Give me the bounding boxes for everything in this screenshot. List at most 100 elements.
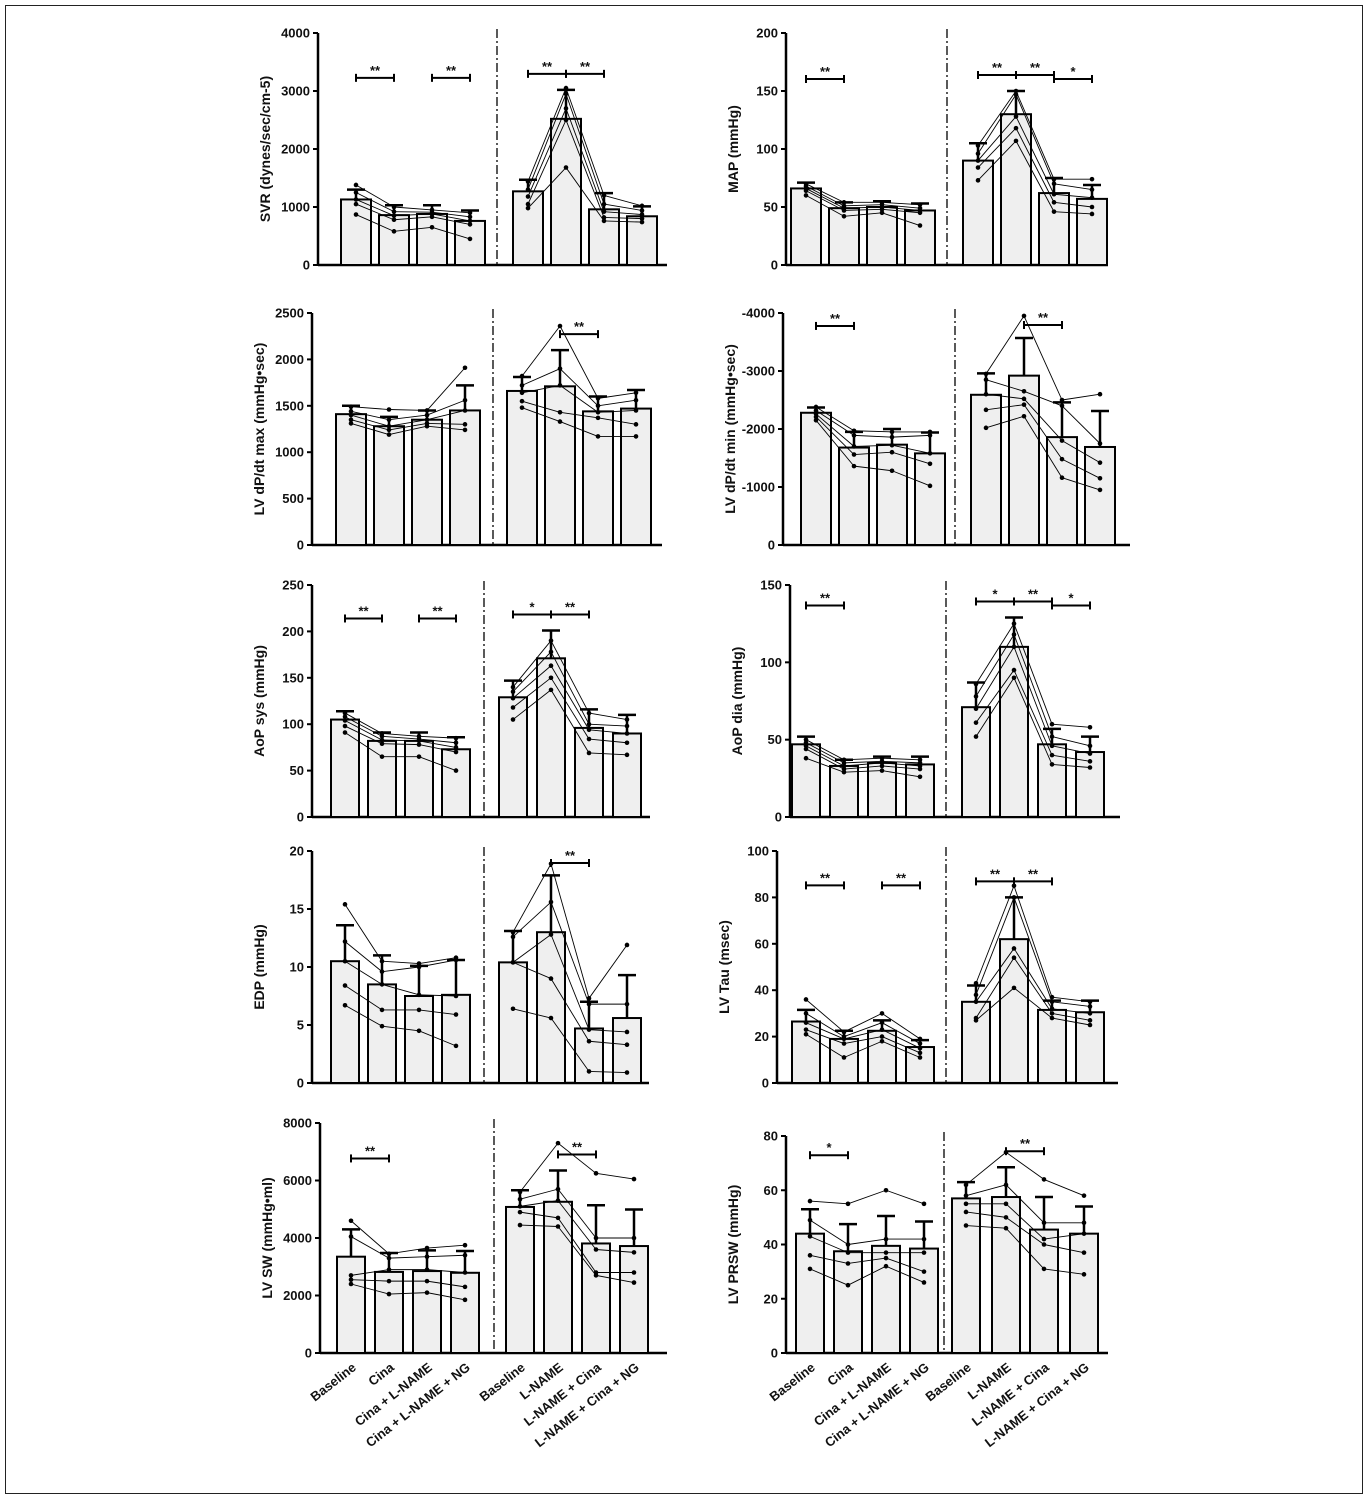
y-tick-label: 60: [764, 1183, 778, 1198]
subject-line: [1023, 404, 1063, 460]
data-point: [879, 1027, 885, 1032]
data-point: [624, 752, 630, 758]
data-point: [973, 681, 979, 687]
subject-line: [891, 470, 931, 487]
bar: [791, 743, 821, 818]
data-point: [424, 1254, 430, 1259]
data-point: [803, 1031, 809, 1037]
subject-line: [881, 770, 921, 778]
y-tick-label: 8000: [283, 1116, 312, 1131]
data-point: [416, 742, 422, 747]
subject-line: [350, 423, 390, 435]
data-point: [883, 1187, 889, 1193]
bar: [1076, 197, 1108, 267]
data-point: [593, 1247, 599, 1252]
bar: [876, 443, 908, 546]
subject-line: [881, 762, 921, 767]
data-point: [467, 236, 473, 242]
y-tick-label: 100: [756, 142, 778, 157]
y-tick-label: -4000: [742, 306, 775, 321]
significance-label: **: [820, 590, 831, 605]
data-point: [517, 1209, 523, 1215]
y-tick-label: 20: [755, 1029, 769, 1044]
y-tick-label: 250: [282, 578, 304, 593]
subject-line: [350, 419, 390, 431]
bar: [411, 418, 443, 546]
data-point: [963, 1201, 969, 1207]
subject-line: [843, 208, 883, 211]
data-point: [1081, 1231, 1087, 1236]
subject-line: [527, 167, 567, 209]
subject-line: [1005, 1227, 1045, 1270]
data-point: [342, 939, 348, 944]
data-point: [813, 418, 819, 423]
data-point: [1059, 475, 1065, 481]
data-point: [348, 1234, 354, 1239]
data-point: [353, 201, 359, 207]
subject-line: [975, 885, 1015, 984]
data-point: [973, 999, 979, 1005]
data-point: [555, 1186, 561, 1192]
bar: [795, 1232, 825, 1355]
subject-line: [1053, 201, 1093, 208]
data-point: [1003, 1201, 1009, 1207]
bar: [866, 206, 898, 266]
data-point: [1049, 1015, 1055, 1021]
data-point: [593, 1235, 599, 1241]
data-point: [983, 425, 989, 431]
chart-panel-4: 0 -1000 -2000 -3000 -4000 LV dP/dt min (mmHg•…: [722, 306, 1130, 553]
subject-line: [977, 116, 1017, 161]
y-axis-label: LV dP/dt max (mmHg•sec): [251, 343, 267, 516]
data-point: [525, 205, 531, 211]
subject-line: [805, 742, 845, 764]
data-point: [841, 769, 847, 775]
subject-line: [418, 1030, 457, 1047]
subject-line: [381, 960, 420, 964]
subject-line: [344, 720, 383, 741]
y-tick-label: 150: [282, 670, 304, 685]
data-point: [624, 942, 630, 948]
subject-line: [1043, 1178, 1085, 1197]
subject-line: [565, 119, 605, 218]
subject-line: [565, 167, 605, 222]
data-point: [593, 1273, 599, 1278]
subject-line: [805, 195, 845, 217]
subject-line: [512, 901, 552, 938]
data-point: [927, 461, 933, 467]
y-tick-label: 3000: [281, 84, 310, 99]
data-point: [424, 408, 430, 413]
data-point: [639, 208, 645, 213]
significance-label: **: [1028, 866, 1039, 881]
data-point: [975, 151, 981, 156]
subject-line: [1023, 398, 1063, 441]
y-tick-label: 100: [747, 844, 769, 859]
bar: [574, 1027, 604, 1084]
y-tick-label: 15: [290, 902, 304, 917]
data-point: [807, 1234, 813, 1239]
data-point: [633, 390, 639, 396]
data-point: [462, 365, 468, 371]
subject-line: [350, 1279, 390, 1282]
data-point: [379, 958, 385, 964]
data-point: [879, 1038, 885, 1044]
data-point: [1011, 895, 1017, 900]
subject-line: [843, 1036, 883, 1045]
data-point: [927, 451, 933, 456]
data-point: [1011, 955, 1017, 961]
data-point: [462, 427, 468, 433]
y-tick-label: 0: [303, 258, 310, 273]
data-point: [424, 1278, 430, 1284]
data-point: [1049, 994, 1055, 1000]
subject-line: [519, 1188, 559, 1200]
data-point: [624, 731, 630, 736]
data-point: [841, 1036, 847, 1042]
data-point: [1087, 724, 1093, 730]
subject-line: [431, 213, 471, 222]
significance-label: **: [542, 59, 553, 74]
chart-panel-1: 0 1000 2000 3000 4000 SVR (dynes/sec/cm-5) ** *…: [257, 26, 667, 273]
data-point: [851, 452, 857, 457]
y-tick-label: 0: [762, 1076, 769, 1091]
subject-line: [843, 212, 883, 217]
y-tick-label: 0: [771, 1346, 778, 1361]
